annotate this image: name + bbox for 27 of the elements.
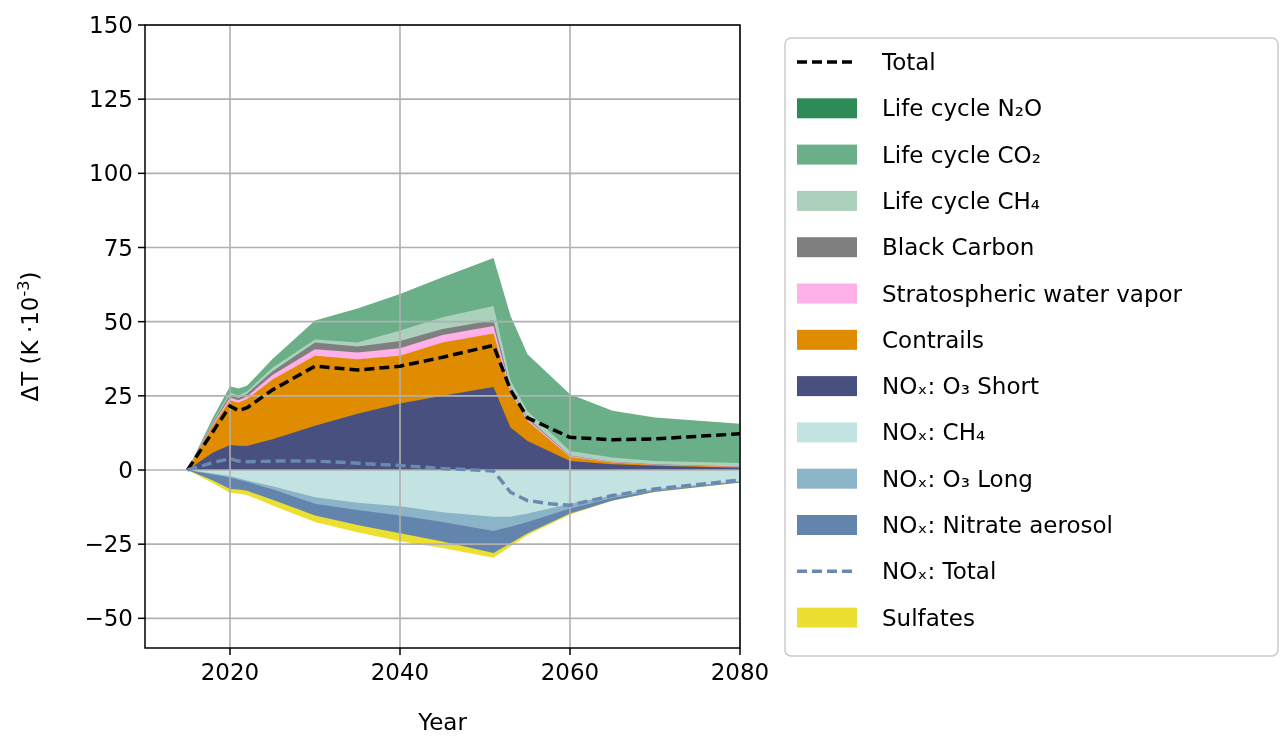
legend-label: Total [881, 49, 936, 76]
y-tick-label: 0 [118, 457, 133, 484]
legend-label: NOₓ: Nitrate aerosol [882, 512, 1113, 539]
y-tick-label: 75 [103, 234, 133, 261]
y-tick-label: −25 [84, 531, 133, 558]
y-tick-label: 25 [103, 382, 133, 409]
x-tick-label: 2080 [710, 659, 770, 685]
x-tick-label: 2020 [200, 659, 260, 685]
legend-label: NOₓ: CH₄ [882, 419, 986, 446]
legend-label: Life cycle N₂O [882, 95, 1043, 122]
legend-label: Black Carbon [882, 234, 1035, 261]
legend-label: NOₓ: Total [882, 558, 997, 585]
y-tick-label: −50 [84, 605, 133, 632]
y-tick-label: 125 [89, 86, 133, 113]
x-tick-label: 2040 [370, 659, 430, 685]
y-tick-label: 150 [89, 12, 133, 39]
x-axis-title: Year [417, 709, 468, 735]
legend-label: Contrails [882, 326, 985, 353]
x-tick-label: 2060 [540, 659, 600, 685]
legend-label: NOₓ: O₃ Short [882, 373, 1039, 400]
y-tick-label: 100 [89, 160, 133, 187]
legend-label: Stratospheric water vapor [882, 280, 1183, 307]
legend-label: NOₓ: O₃ Long [882, 465, 1033, 492]
legend-label: Life cycle CO₂ [882, 141, 1041, 168]
legend-label: Sulfates [882, 604, 975, 631]
legend-label: Life cycle CH₄ [882, 187, 1041, 214]
y-tick-label: 50 [103, 308, 133, 335]
